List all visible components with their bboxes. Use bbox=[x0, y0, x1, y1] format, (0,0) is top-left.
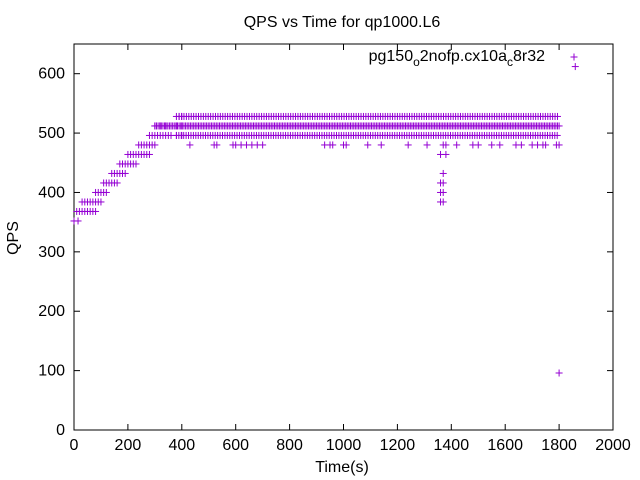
y-axis-title: QPS bbox=[5, 221, 22, 255]
legend-marker bbox=[570, 53, 578, 61]
chart-title: QPS vs Time for qp1000.L6 bbox=[244, 14, 441, 31]
y-tick-label: 0 bbox=[56, 422, 65, 439]
data-point bbox=[178, 112, 186, 120]
data-point bbox=[496, 141, 504, 149]
data-point bbox=[377, 141, 385, 149]
legend-label-subscript: c bbox=[507, 55, 513, 69]
x-tick-label: 800 bbox=[276, 437, 303, 454]
x-tick-label: 2000 bbox=[595, 437, 631, 454]
x-axis: 0 200 400 600 800 1000 1200 1400 1600 1800 2000 bbox=[70, 44, 631, 454]
x-tick-label: 400 bbox=[168, 437, 195, 454]
data-point bbox=[439, 169, 447, 177]
y-tick-label: 600 bbox=[38, 66, 65, 83]
data-point bbox=[178, 122, 186, 130]
y-tick-label: 500 bbox=[38, 125, 65, 142]
y-tick-label: 100 bbox=[38, 363, 65, 380]
legend-label-part: pg150 bbox=[369, 48, 414, 65]
data-point bbox=[329, 141, 337, 149]
y-tick-label: 200 bbox=[38, 303, 65, 320]
legend-label-subscript: o bbox=[413, 55, 420, 69]
legend-entry-label: pg150o2nofp.cx10ac8r32 bbox=[369, 48, 546, 69]
data-point bbox=[517, 141, 525, 149]
data-points bbox=[70, 53, 579, 377]
legend-label-part: 2nofp.cx10a bbox=[420, 48, 507, 65]
x-tick-label: 1200 bbox=[380, 437, 416, 454]
data-point bbox=[571, 63, 579, 71]
data-point bbox=[555, 122, 563, 130]
data-point bbox=[151, 141, 159, 149]
data-point bbox=[453, 141, 461, 149]
x-tick-label: 1400 bbox=[434, 437, 470, 454]
data-point bbox=[439, 198, 447, 206]
x-tick-label: 1600 bbox=[487, 437, 523, 454]
y-tick-label: 400 bbox=[38, 184, 65, 201]
data-point bbox=[97, 198, 105, 206]
x-tick-label: 200 bbox=[115, 437, 142, 454]
legend-label-part: 8r32 bbox=[513, 48, 545, 65]
data-point bbox=[542, 141, 550, 149]
data-point bbox=[404, 141, 412, 149]
data-point bbox=[102, 188, 110, 196]
data-point bbox=[442, 150, 450, 158]
x-axis-title: Time(s) bbox=[315, 459, 369, 476]
legend: pg150o2nofp.cx10ac8r32 bbox=[369, 48, 546, 69]
data-point bbox=[92, 207, 100, 215]
data-point bbox=[132, 160, 140, 168]
x-tick-label: 1000 bbox=[326, 437, 362, 454]
data-point bbox=[259, 141, 267, 149]
data-point bbox=[437, 179, 445, 187]
x-tick-label: 0 bbox=[70, 437, 79, 454]
data-point bbox=[186, 141, 194, 149]
data-point bbox=[423, 141, 431, 149]
data-point bbox=[145, 150, 153, 158]
data-point bbox=[553, 131, 561, 139]
plot-frame bbox=[73, 43, 614, 431]
data-point bbox=[439, 188, 447, 196]
data-point bbox=[74, 217, 82, 225]
x-tick-label: 1800 bbox=[541, 437, 577, 454]
data-point bbox=[555, 369, 563, 377]
data-point bbox=[213, 141, 221, 149]
data-point bbox=[442, 141, 450, 149]
data-point bbox=[555, 141, 563, 149]
data-point bbox=[342, 141, 350, 149]
x-tick-label: 600 bbox=[222, 437, 249, 454]
data-point bbox=[474, 141, 482, 149]
data-point bbox=[553, 112, 561, 120]
data-point bbox=[488, 141, 496, 149]
data-point bbox=[178, 131, 186, 139]
data-point bbox=[113, 179, 121, 187]
y-tick-label: 300 bbox=[38, 244, 65, 261]
y-axis: 0 100 200 300 400 500 600 bbox=[38, 66, 613, 439]
data-point bbox=[121, 169, 129, 177]
data-point bbox=[364, 141, 372, 149]
